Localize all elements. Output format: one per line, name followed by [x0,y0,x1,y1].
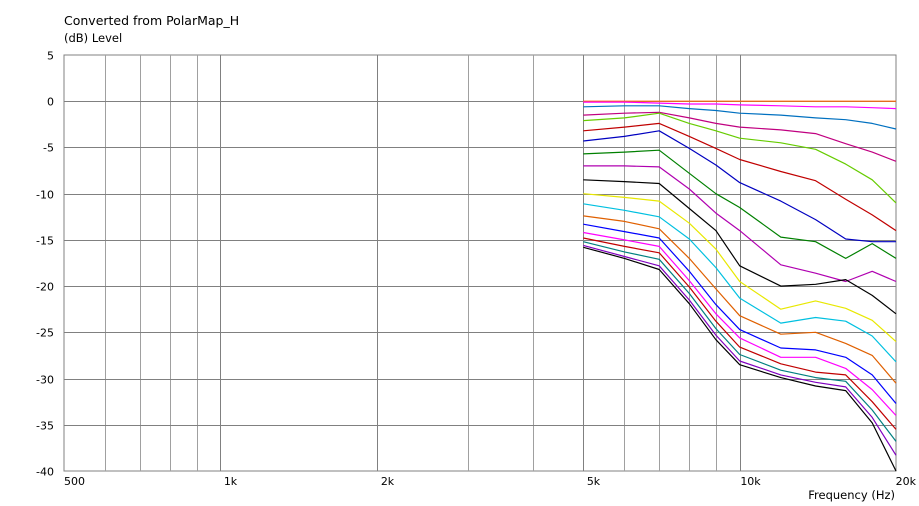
series-line [583,101,897,110]
y-tick-label: -20 [36,281,54,294]
series-line [583,149,897,259]
series-line [583,193,897,343]
y-tick-label: -40 [36,466,54,479]
x-tick-label: 1k [224,475,238,488]
series-line [583,241,897,442]
x-tick-label: 2k [381,475,395,488]
chart-title: Converted from PolarMap_H [64,13,240,28]
y-tick-label: -15 [36,235,54,248]
series-line [583,203,897,363]
series-line [583,223,897,404]
x-tick-label: 5k [587,475,601,488]
series-line [583,130,896,243]
x-tick-label: 20k [896,475,917,488]
y-tick-label: -5 [43,142,54,155]
x-axis-label: Frequency (Hz) [808,488,895,502]
y-tick-label: -25 [36,327,54,340]
y-tick-label: 5 [47,50,54,63]
x-tick-label: 10k [740,475,761,488]
y-tick-label: 0 [47,96,54,109]
y-axis-label: (dB) Level [64,31,123,45]
series-line [583,215,897,384]
series-line [583,165,897,283]
series-line [583,246,897,472]
series-line [583,244,897,456]
series-line [583,111,897,162]
plot-area [63,54,897,472]
y-tick-label: -30 [36,374,54,387]
series-line [583,179,897,315]
series-line [583,237,897,430]
series-line [583,112,897,204]
series-line [583,105,897,130]
x-tick-label: 500 [64,475,85,488]
y-tick-label: -35 [36,420,54,433]
y-tick-label: -10 [36,189,54,202]
series-line [583,122,897,232]
series-line [583,231,897,416]
